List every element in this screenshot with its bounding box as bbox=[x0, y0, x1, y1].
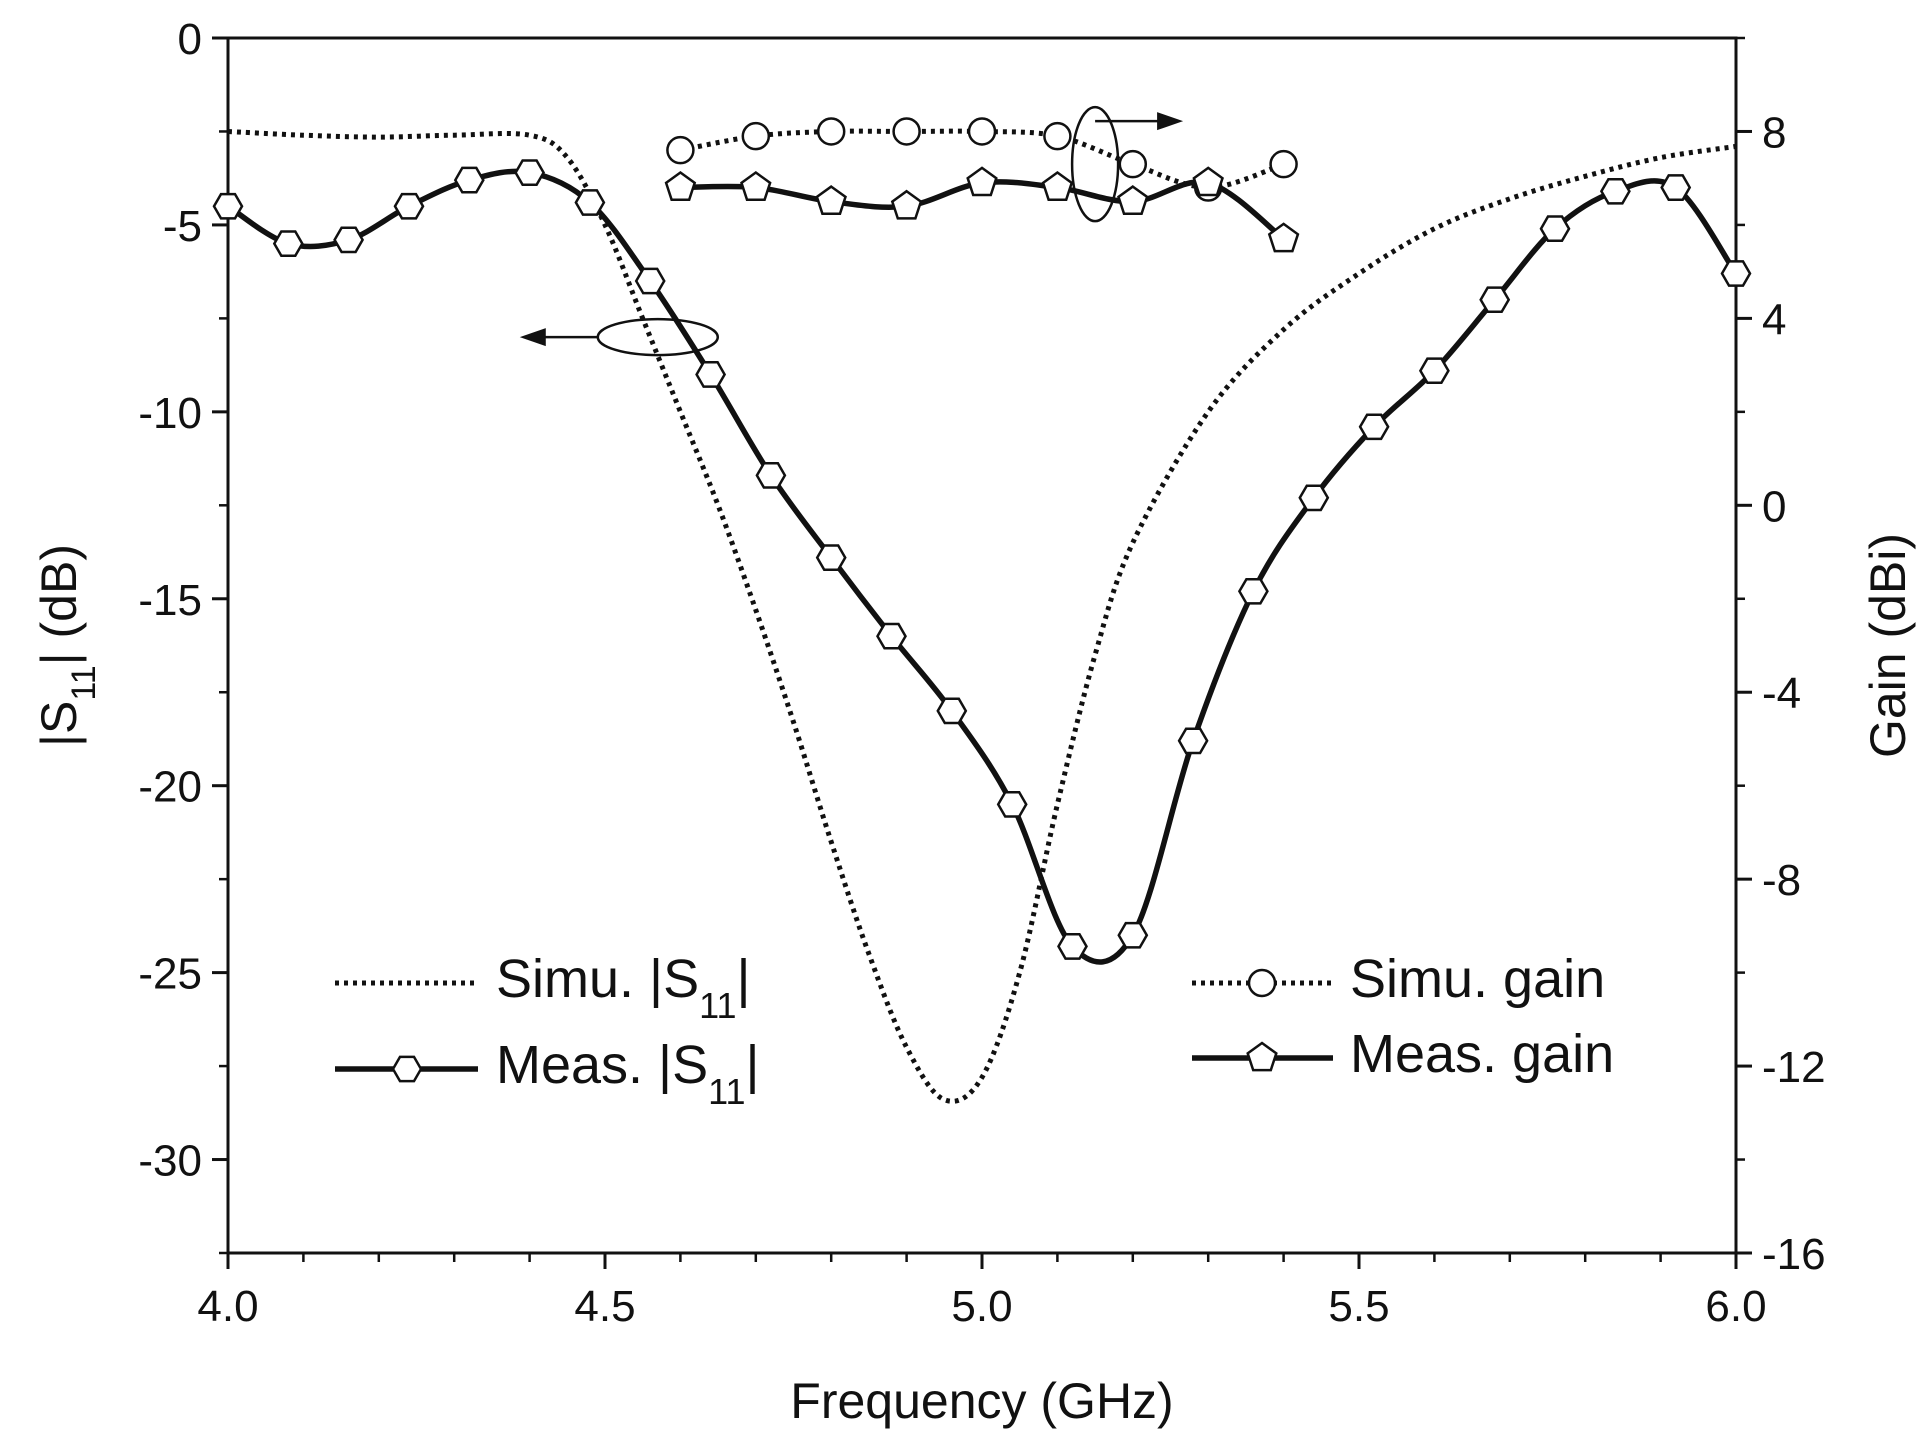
annotation-ellipse-gain bbox=[1070, 105, 1120, 223]
data-point-simu-gain bbox=[741, 121, 771, 151]
annotations-group bbox=[519, 105, 1184, 357]
data-point-meas-gain bbox=[966, 166, 998, 197]
y-right-tick-label: -12 bbox=[1762, 1043, 1826, 1092]
y-right-tick-label: -8 bbox=[1762, 856, 1801, 905]
data-point-meas-s11 bbox=[1720, 260, 1752, 287]
x-tick-label: 6.0 bbox=[1705, 1282, 1766, 1331]
data-point-simu-gain bbox=[1269, 149, 1298, 179]
legend-circle-marker bbox=[1247, 968, 1277, 998]
legend-group: Simu. |S11| Meas. |S11| Simu. gain Meas. ga… bbox=[335, 949, 1614, 1112]
series-group bbox=[212, 117, 1752, 1104]
legend-hexagon-marker bbox=[391, 1055, 423, 1083]
data-point-simu-gain bbox=[1043, 121, 1072, 151]
legend-pentagon-marker bbox=[1246, 1041, 1278, 1072]
series-line-meas-s11 bbox=[226, 168, 1739, 965]
data-point-meas-gain bbox=[890, 189, 923, 220]
data-point-meas-gain bbox=[740, 170, 772, 201]
x-axis-label: Frequency (GHz) bbox=[790, 1373, 1173, 1429]
data-point-meas-s11 bbox=[1418, 357, 1450, 385]
x-tick-label: 5.0 bbox=[951, 1282, 1012, 1331]
data-point-meas-s11 bbox=[996, 791, 1028, 818]
data-point-meas-gain bbox=[1117, 185, 1149, 215]
data-point-meas-s11 bbox=[695, 361, 727, 388]
y-right-tick-label: 4 bbox=[1762, 295, 1786, 344]
x-tick-label: 4.5 bbox=[574, 1282, 635, 1331]
y-left-tick-label: -15 bbox=[138, 576, 202, 625]
data-point-meas-s11 bbox=[1358, 413, 1390, 441]
data-point-simu-gain bbox=[967, 117, 997, 146]
data-point-simu-gain bbox=[1118, 149, 1148, 179]
data-point-simu-gain bbox=[666, 135, 695, 165]
axis-labels-group: Frequency (GHz) |S11| (dB) Gain (dBi) bbox=[31, 533, 1916, 1429]
x-tick-label: 5.5 bbox=[1328, 1282, 1389, 1331]
data-point-meas-s11 bbox=[453, 166, 485, 194]
data-point-meas-s11 bbox=[1057, 933, 1088, 960]
data-point-meas-gain bbox=[815, 185, 847, 215]
data-point-meas-gain bbox=[664, 170, 697, 201]
data-point-meas-s11 bbox=[393, 192, 425, 220]
data-point-meas-s11 bbox=[272, 230, 304, 257]
data-point-meas-s11 bbox=[1599, 177, 1631, 205]
legend-label-meas-s11: Meas. |S11| bbox=[496, 1035, 760, 1112]
data-point-meas-s11 bbox=[574, 189, 606, 216]
y-left-axis-label: |S11| (dB) bbox=[31, 544, 103, 747]
legend-label-simu-gain: Simu. gain bbox=[1350, 949, 1605, 1009]
data-point-meas-s11 bbox=[1660, 174, 1692, 201]
x-tick-label: 4.0 bbox=[197, 1282, 258, 1331]
data-point-meas-s11 bbox=[1479, 286, 1511, 314]
data-point-meas-gain bbox=[1041, 170, 1074, 201]
data-point-meas-gain bbox=[1267, 222, 1300, 253]
y-left-tick-label: 0 bbox=[178, 15, 202, 64]
legend-label-simu-s11: Simu. |S11| bbox=[496, 949, 751, 1026]
data-point-meas-s11 bbox=[936, 697, 968, 725]
data-point-meas-s11 bbox=[1117, 921, 1149, 949]
data-point-simu-gain bbox=[892, 117, 921, 146]
data-point-meas-s11 bbox=[514, 159, 546, 186]
data-point-simu-gain bbox=[816, 117, 846, 146]
data-point-meas-s11 bbox=[815, 544, 847, 572]
y-right-tick-label: -16 bbox=[1762, 1230, 1826, 1279]
data-point-meas-s11 bbox=[1539, 215, 1571, 243]
y-right-tick-label: 8 bbox=[1762, 108, 1786, 157]
series-line-simu-s11 bbox=[227, 129, 1737, 1104]
ticks-group: 4.0 4.5 5.0 5.5 6.0 0 -5 -10 -15 -20 -25 -30 8 4 0 -4 -8… bbox=[138, 15, 1825, 1331]
y-left-tick-label: -10 bbox=[138, 389, 202, 438]
data-point-meas-s11 bbox=[212, 192, 244, 220]
data-point-meas-s11 bbox=[634, 267, 666, 295]
data-point-meas-s11 bbox=[1298, 484, 1330, 512]
data-point-meas-s11 bbox=[1177, 727, 1209, 755]
y-right-tick-label: -4 bbox=[1762, 669, 1801, 718]
y-right-axis-label: Gain (dBi) bbox=[1860, 533, 1916, 758]
y-left-tick-label: -30 bbox=[138, 1137, 202, 1186]
y-left-tick-label: -20 bbox=[138, 763, 202, 812]
y-right-tick-label: 0 bbox=[1762, 482, 1786, 531]
data-point-meas-s11 bbox=[876, 622, 907, 650]
arrow-right-icon bbox=[1157, 112, 1184, 131]
data-point-meas-s11 bbox=[755, 462, 787, 489]
arrow-left-icon bbox=[519, 328, 546, 347]
data-point-meas-gain bbox=[1192, 166, 1224, 197]
legend-label-meas-gain: Meas. gain bbox=[1350, 1024, 1614, 1084]
data-point-meas-s11 bbox=[333, 226, 365, 254]
data-point-meas-s11 bbox=[1237, 577, 1269, 605]
y-left-tick-label: -5 bbox=[163, 202, 202, 251]
y-left-tick-label: -25 bbox=[138, 950, 202, 999]
